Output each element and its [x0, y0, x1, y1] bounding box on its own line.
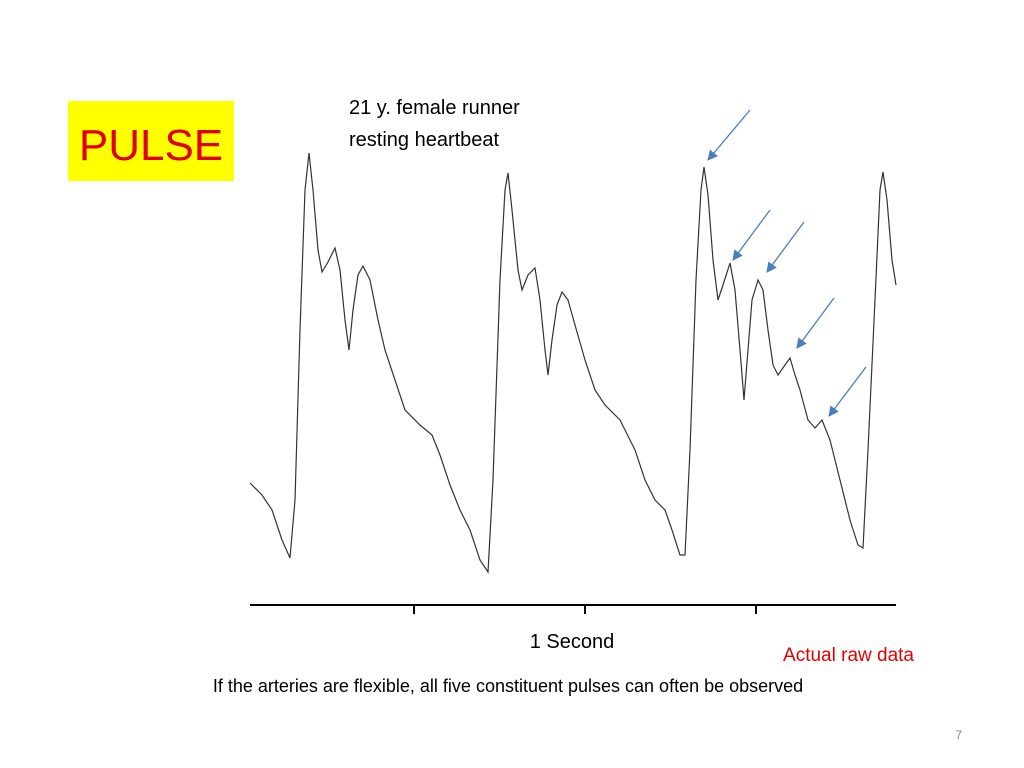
figure-caption: resting heartbeat	[349, 129, 500, 151]
title-box	[68, 101, 234, 181]
arrows	[707, 109, 867, 417]
pulse-waveform	[249, 152, 897, 574]
time-scale	[250, 604, 896, 614]
page-number: 7	[955, 728, 962, 742]
scale-label: 1 Second	[530, 631, 615, 653]
slide-title: PULSE	[79, 121, 223, 170]
slide-caption: If the arteries are flexible, all five c…	[213, 676, 803, 696]
note: Actual raw data	[783, 645, 914, 666]
figure-caption: 21 y. female runner	[349, 97, 520, 119]
